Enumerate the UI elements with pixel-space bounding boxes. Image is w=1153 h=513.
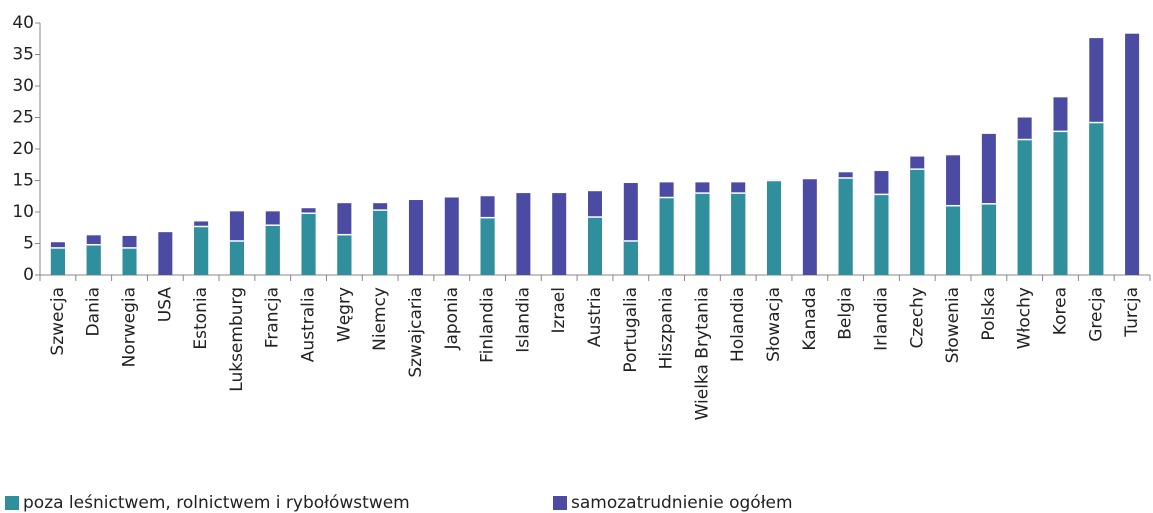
bar [1125,33,1140,276]
x-tick-label: Australia [299,287,319,362]
x-tick-label: Czechy [907,287,927,348]
bar [874,194,889,275]
bar [802,179,817,275]
y-tick-label: 15 [12,171,34,191]
y-tick-label: 0 [23,265,34,285]
x-tick-label: Hiszpania [657,287,677,369]
x-tick-label: Portugalia [621,287,641,373]
bar [1017,139,1032,275]
bar [50,247,65,275]
x-tick-label: Szwecja [48,287,68,356]
bar [695,193,710,275]
bar [731,193,746,275]
x-tick-label: USA [155,287,175,323]
x-tick-label: Niemcy [370,287,390,351]
bar [301,213,316,275]
x-tick-label: Korea [1050,287,1070,335]
x-tick-label: Polska [979,287,999,341]
bar [946,205,961,275]
x-tick-label: Izrael [549,287,569,334]
x-tick-label: Dania [84,287,104,336]
x-tick-label: Luksemburg [227,287,247,392]
bar [444,197,459,275]
x-tick-label: Norwegia [120,287,140,367]
x-tick-label: Węgry [334,287,354,342]
bar [337,234,352,275]
y-tick-label: 20 [12,139,34,159]
x-tick-label: Słowenia [943,287,963,363]
bar [910,169,925,275]
x-tick-label: Finlandia [478,287,498,363]
x-tick-label: Kanada [800,287,820,351]
y-tick-label: 25 [12,108,34,128]
x-tick-label: Francja [263,287,283,348]
legend-swatch [553,496,567,510]
bar [373,210,388,275]
y-tick-label: 30 [12,76,34,96]
x-tick-label: Holandia [728,287,748,362]
bar [588,217,602,275]
bar [516,193,531,275]
y-tick-label: 40 [12,13,34,33]
y-tick-label: 35 [12,45,34,65]
x-tick-label: Turcja [1122,287,1142,338]
x-tick-label: Islandia [513,287,533,353]
bar [767,180,782,275]
bar [838,177,853,275]
bar [265,225,280,275]
legend-label: samozatrudnienie ogółem [571,493,793,513]
x-tick-label: Słowacja [764,287,784,362]
bar [86,244,101,275]
x-tick-label: Belgia [836,287,856,340]
bar [659,197,674,275]
bar [623,240,638,275]
bar [122,247,137,275]
x-tick-label: Austria [585,287,605,347]
bar [480,217,495,275]
bar [981,203,996,275]
x-tick-label: Grecja [1086,287,1106,342]
x-tick-label: Estonia [191,287,211,350]
y-tick-label: 5 [23,234,34,254]
x-tick-label: Szwajcaria [406,287,426,378]
x-tick-label: Wielka Brytania [692,287,712,420]
bar [1053,131,1068,275]
x-tick-label: Japonia [442,287,462,351]
bar [158,232,173,275]
bar [194,226,209,275]
bar [1089,122,1104,275]
legend-label: poza leśnictwem, rolnictwem i rybołówstw… [23,493,410,513]
x-tick-label: Włochy [1015,287,1035,349]
bar [408,200,423,275]
legend-swatch [5,496,19,510]
x-tick-label: Irlandia [871,287,891,351]
y-tick-label: 10 [12,202,34,222]
bar [552,193,567,275]
bar [229,240,244,275]
